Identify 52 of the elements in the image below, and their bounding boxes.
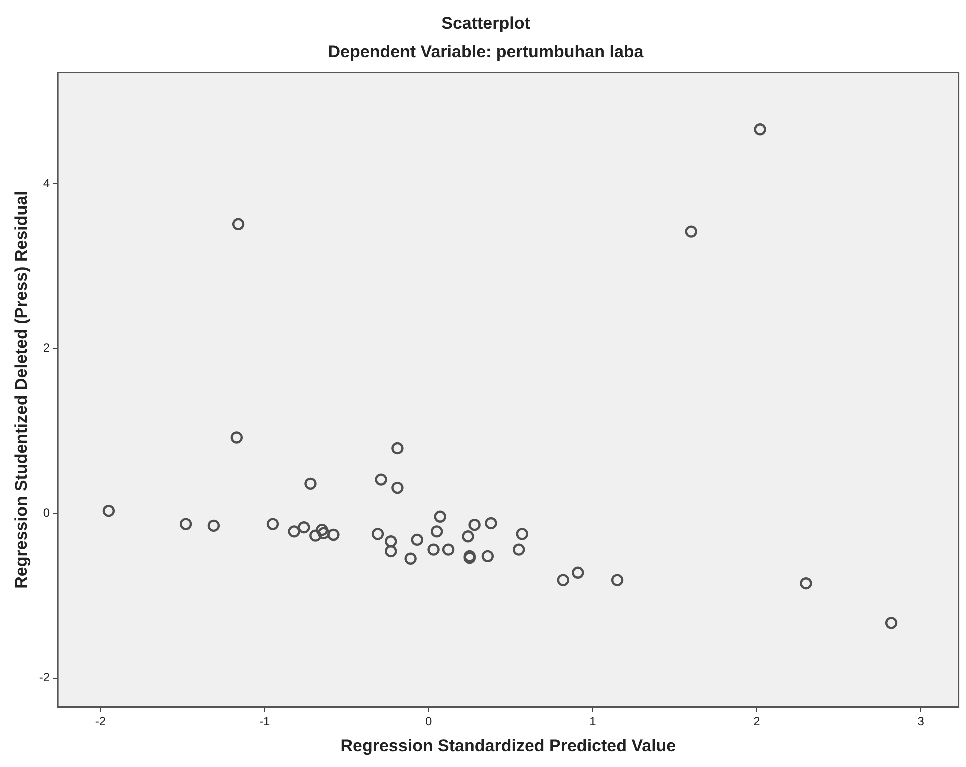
y-tick-label: 2 <box>43 341 50 356</box>
point <box>372 528 384 540</box>
point <box>462 530 474 543</box>
x-tick-label: 0 <box>426 714 433 729</box>
point <box>685 226 698 238</box>
point <box>557 574 570 586</box>
point <box>375 474 388 486</box>
point <box>516 528 528 540</box>
point <box>208 520 220 532</box>
point <box>266 518 280 530</box>
point <box>572 566 584 580</box>
point <box>430 526 444 538</box>
point <box>468 519 481 532</box>
y-tick-label: -2 <box>39 670 50 685</box>
x-tick-label: 1 <box>590 714 597 729</box>
x-tick-label: -1 <box>259 714 270 729</box>
point <box>180 518 192 530</box>
point <box>411 534 424 546</box>
point <box>102 505 116 518</box>
point <box>754 124 766 136</box>
point <box>318 527 330 540</box>
y-tick-label: 0 <box>43 506 50 520</box>
point <box>392 442 404 455</box>
point <box>288 526 300 538</box>
point <box>434 510 446 523</box>
point <box>385 545 398 558</box>
point <box>328 528 340 542</box>
y-axis-title: Regression Studentized Deleted (Press) Residual <box>12 191 31 589</box>
point <box>230 432 244 444</box>
chart-subtitle: Dependent Variable: pertumbuhan laba <box>328 42 644 62</box>
point <box>485 517 498 530</box>
y-tick-label: 4 <box>43 176 50 190</box>
x-tick-label: -2 <box>95 714 106 729</box>
point <box>232 218 245 230</box>
point <box>310 530 322 542</box>
point <box>611 574 624 586</box>
x-axis-title: Regression Standardized Predicted Value <box>340 736 676 756</box>
point <box>482 550 494 563</box>
x-tick-label: 3 <box>918 714 925 729</box>
chart-title: Scatterplot <box>442 14 531 33</box>
point <box>428 544 440 556</box>
x-tick-label: 2 <box>754 714 761 729</box>
point <box>442 544 455 556</box>
point <box>404 552 417 565</box>
point <box>304 478 317 490</box>
point <box>513 544 526 556</box>
point <box>316 524 328 536</box>
point <box>800 578 812 590</box>
point <box>885 617 898 630</box>
point <box>385 535 398 548</box>
point <box>298 521 310 534</box>
point <box>392 482 404 494</box>
